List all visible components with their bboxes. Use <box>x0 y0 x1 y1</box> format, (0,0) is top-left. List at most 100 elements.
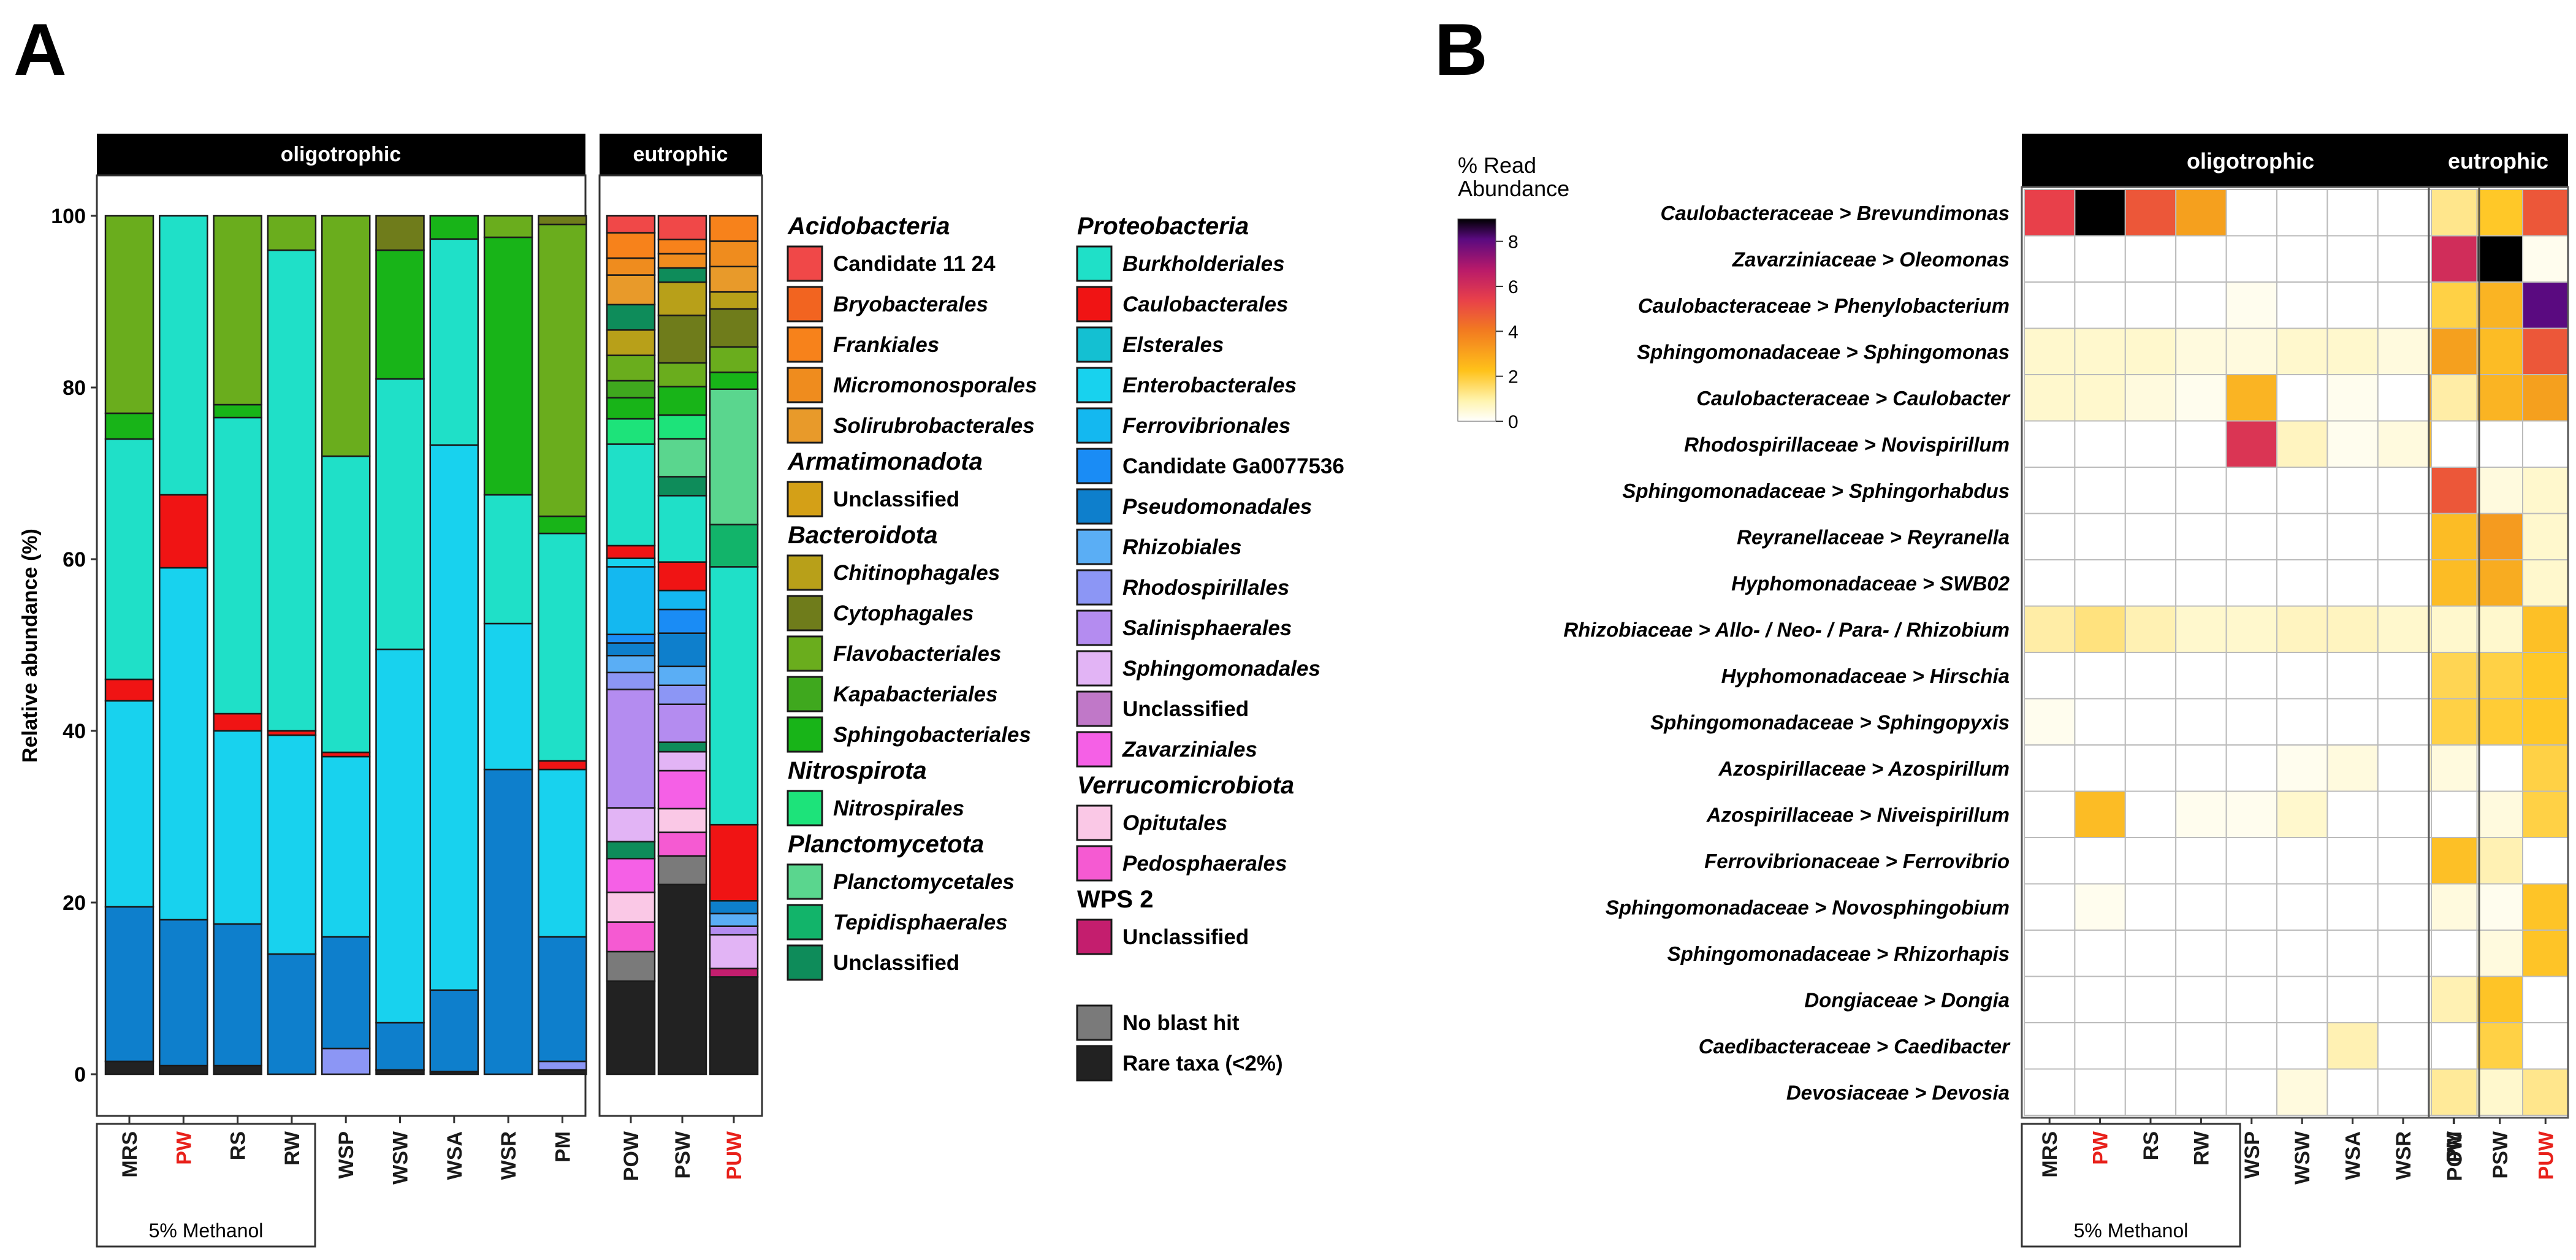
legend-label: Frankiales <box>833 333 939 357</box>
bar-segment <box>104 678 154 702</box>
heatmap-row-label: Sphingomonadaceae > Sphingopyxis <box>1650 711 2010 733</box>
heatmap-cell <box>2431 420 2478 468</box>
heatmap-cell <box>2225 1022 2278 1070</box>
heatmap-row-label: Hyphomonadaceae > SWB02 <box>1731 572 2010 595</box>
bar-segment <box>709 899 759 915</box>
legend-swatch <box>1076 1004 1113 1041</box>
x-tick-label: MRS <box>118 1131 142 1178</box>
heatmap-cell <box>2074 883 2126 931</box>
heatmap-cell <box>2124 790 2177 838</box>
legend-swatch <box>1076 845 1113 882</box>
heatmap-cell <box>2476 976 2523 1023</box>
heatmap-cell <box>2377 930 2429 977</box>
heatmap-cell <box>2276 976 2328 1023</box>
bar-segment <box>657 703 707 743</box>
bar-segment <box>606 557 656 568</box>
heatmap-cell <box>2276 281 2328 329</box>
heatmap-cell <box>2377 1022 2429 1070</box>
bar-segment <box>709 823 759 902</box>
legend-swatch <box>1076 488 1113 525</box>
heatmap-cell <box>2326 837 2379 885</box>
bar-segment <box>538 215 587 226</box>
bar-segment <box>159 1064 208 1075</box>
heatmap-cell <box>2124 467 2177 514</box>
bar-segment <box>657 561 707 592</box>
methanol-label: 5% Methanol <box>149 1220 264 1242</box>
bar-segment <box>606 354 656 382</box>
bar-segment <box>375 249 425 380</box>
legend-swatch <box>787 407 823 444</box>
heatmap-cell <box>2124 189 2177 237</box>
bar-segment <box>657 438 707 478</box>
legend-label: Micromonosporales <box>833 373 1037 397</box>
heatmap-cell <box>2431 698 2478 746</box>
legend-swatch <box>787 904 823 941</box>
bar-segment <box>429 444 479 991</box>
heatmap-cell <box>2074 790 2126 838</box>
color-scale-tick-label: 8 <box>1508 232 1519 253</box>
heatmap-cell <box>2326 790 2379 838</box>
heatmap-cell <box>2476 327 2523 375</box>
legend-label: Nitrospirales <box>833 796 964 820</box>
heatmap-row-label: Azospirillaceae > Niveispirillum <box>1706 803 2010 826</box>
heatmap-cell <box>2124 420 2177 468</box>
heatmap-row-label: Caulobacteraceae > Caulobacter <box>1696 387 2011 410</box>
heatmap-cell <box>2522 744 2569 792</box>
heatmap-cell <box>2024 652 2076 700</box>
strip-oligotrophic-b <box>2022 134 2479 187</box>
legend-label: Chitinophagales <box>833 561 1000 585</box>
heatmap-cell <box>2024 513 2076 560</box>
legend-label: Rare taxa (<2%) <box>1122 1052 1283 1075</box>
bar-segment <box>606 807 656 842</box>
bar-segment <box>538 1060 587 1071</box>
heatmap-cell <box>2175 698 2227 746</box>
heatmap-cell <box>2276 327 2328 375</box>
bar-segment <box>657 684 707 705</box>
color-scale-tick-label: 4 <box>1508 322 1519 342</box>
y-tick-label: 20 <box>63 892 86 915</box>
heatmap-cell <box>2124 837 2177 885</box>
heatmap-cell <box>2326 327 2379 375</box>
bar-segment <box>104 438 154 681</box>
legend-phylum: Planctomycetota <box>788 831 984 858</box>
legend-swatch <box>787 944 823 981</box>
bar-segment <box>606 257 656 276</box>
heatmap-cell <box>2522 883 2569 931</box>
heatmap-cell <box>2175 281 2227 329</box>
bar-segment <box>657 831 707 857</box>
legend-swatch <box>787 863 823 900</box>
heatmap-cell <box>2476 420 2523 468</box>
heatmap-frame-oligotrophic <box>2021 186 2480 1119</box>
bar-segment <box>375 378 425 651</box>
legend-swatch <box>1076 690 1113 727</box>
legend-swatch <box>1076 529 1113 565</box>
heatmap-cell <box>2175 744 2227 792</box>
legend-label: Kapabacteriales <box>833 682 997 706</box>
bar-segment <box>483 494 533 625</box>
x-tick-label: RW <box>281 1131 304 1166</box>
heatmap-cell <box>2074 1068 2126 1116</box>
bar-segment <box>267 734 317 955</box>
heatmap-cell <box>2024 744 2076 792</box>
legend-phylum: WPS 2 <box>1077 886 1153 913</box>
heatmap-cell <box>2377 883 2429 931</box>
heatmap-row-label: Caulobacteraceae > Phenylobacterium <box>1638 294 2010 317</box>
heatmap-row-label: Dongiaceae > Dongia <box>1804 988 2010 1011</box>
bar-segment <box>709 524 759 568</box>
color-scale-tick-label: 2 <box>1508 367 1519 388</box>
bar-segment <box>606 329 656 356</box>
heatmap-cell <box>2175 605 2227 653</box>
heatmap-cell <box>2522 1068 2569 1116</box>
bar-segment <box>483 236 533 496</box>
bar-segment <box>606 215 656 234</box>
heatmap-cell <box>2476 235 2523 283</box>
heatmap-cell <box>2225 744 2278 792</box>
legend-swatch <box>1076 650 1113 687</box>
legend-swatch <box>1076 326 1113 363</box>
heatmap-cell <box>2175 1068 2227 1116</box>
heatmap-cell <box>2124 559 2177 607</box>
heatmap-chart: % Read Abundance 0 2 4 6 8 oligotrophic eutr… <box>1457 134 2569 1248</box>
heatmap-cell <box>2276 837 2328 885</box>
bar-segment <box>538 768 587 938</box>
bar-segment <box>321 755 371 938</box>
